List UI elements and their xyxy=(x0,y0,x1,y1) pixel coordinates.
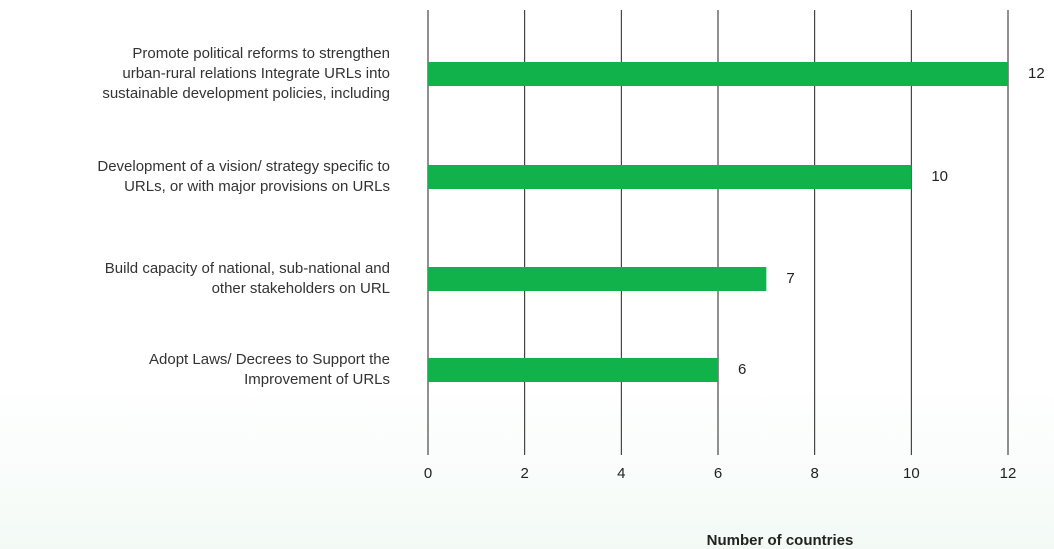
value-label: 7 xyxy=(786,270,794,287)
category-label: Development of a vision/ strategy specif… xyxy=(0,157,390,197)
bar xyxy=(428,267,766,291)
value-label: 12 xyxy=(1028,65,1045,82)
x-tick-label: 12 xyxy=(1000,465,1017,482)
value-label: 6 xyxy=(738,361,746,378)
x-tick-label: 8 xyxy=(810,465,818,482)
category-label: Promote political reforms to strengthen … xyxy=(0,44,390,104)
bar xyxy=(428,358,718,382)
x-axis-label: Number of countries xyxy=(707,532,854,549)
bar xyxy=(428,165,911,189)
x-tick-label: 10 xyxy=(903,465,920,482)
value-label: 10 xyxy=(931,168,948,185)
category-label: Build capacity of national, sub-national… xyxy=(0,259,390,299)
x-tick-label: 2 xyxy=(520,465,528,482)
x-tick-label: 4 xyxy=(617,465,625,482)
x-tick-label: 0 xyxy=(424,465,432,482)
page: Number of countries 0 2 4 6 8 10 12 12 10 7 6 Prom… xyxy=(0,0,1054,549)
category-label: Adopt Laws/ Decrees to Support the Impro… xyxy=(0,350,390,390)
bar xyxy=(428,62,1008,86)
x-tick-label: 6 xyxy=(714,465,722,482)
